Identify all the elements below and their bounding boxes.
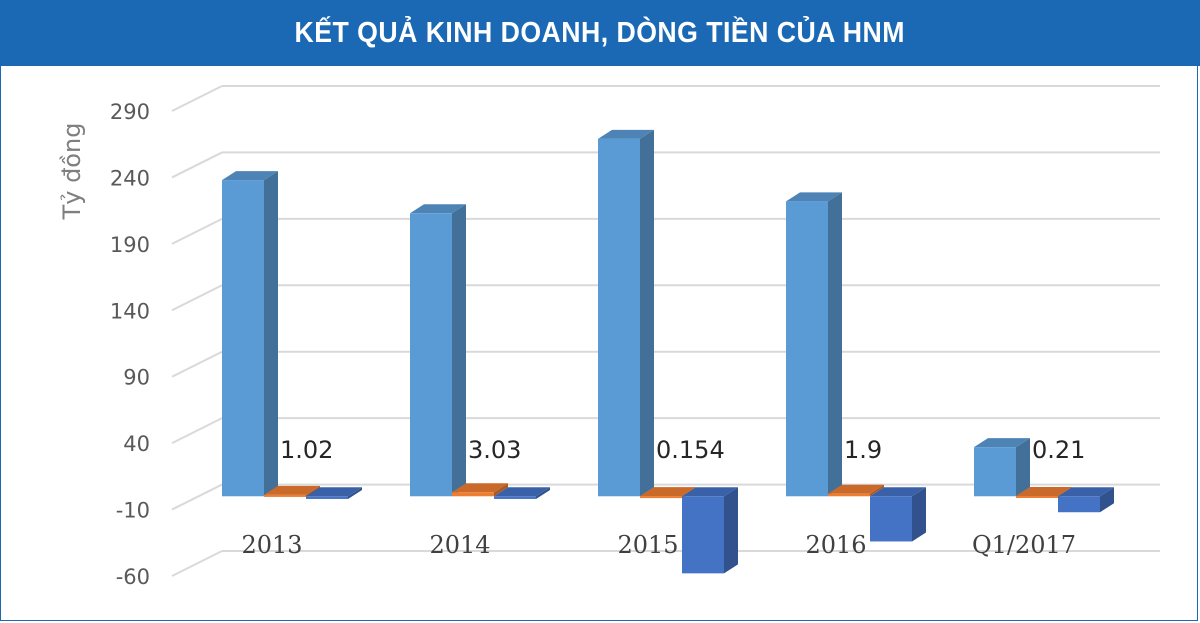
bar-side	[724, 487, 738, 574]
y-tick-label: -10	[116, 499, 150, 523]
bar-side	[494, 483, 508, 497]
bar-top	[222, 171, 278, 181]
bar-2015-series-3	[682, 487, 738, 574]
bar-top	[1016, 487, 1072, 497]
bar-front	[828, 493, 870, 497]
bar-front	[306, 496, 348, 499]
title-banner: KẾT QUẢ KINH DOANH, DÒNG TIỀN CỦA HNM	[0, 0, 1200, 66]
bar-2015-series-1	[598, 129, 654, 497]
bar-front	[222, 180, 264, 497]
bar-front	[1016, 496, 1058, 499]
bar-2014-series-3	[494, 487, 550, 499]
bar-top	[640, 487, 696, 497]
gridline-depth	[171, 350, 223, 378]
data-labels: 1.02 3.03 0.154 1.9 0.21	[280, 436, 1085, 464]
bar-side	[1016, 438, 1030, 497]
bar-2013-series-1	[222, 171, 278, 497]
gridline-depth	[171, 284, 223, 312]
bar-top	[264, 485, 320, 495]
bar-side	[640, 129, 654, 497]
gridline-depth	[171, 85, 223, 112]
bar-front	[786, 201, 828, 497]
bar-front	[452, 492, 494, 497]
x-tick-label: 2016	[805, 531, 866, 559]
bar-top	[410, 204, 466, 214]
x-tick-label: 2013	[241, 531, 302, 559]
bar-Q1/2017-series-1	[974, 438, 1030, 497]
y-axis-ticks: 290 240 190 140 90 40 -10 -60	[110, 100, 150, 589]
data-label: 1.02	[280, 436, 333, 464]
chart-title: KẾT QUẢ KINH DOANH, DÒNG TIỀN CỦA HNM	[294, 16, 906, 49]
bar-top	[786, 192, 842, 202]
x-tick-label: 2015	[617, 531, 678, 559]
bar-front	[494, 496, 536, 499]
bar-2016-series-3	[870, 487, 926, 542]
x-axis-categories: 2013 2014 2015 2016 Q1/2017	[241, 531, 1076, 559]
data-label: 3.03	[468, 436, 521, 464]
data-label: 0.21	[1032, 436, 1085, 464]
x-tick-label: 2014	[429, 531, 490, 559]
bar-top	[452, 483, 508, 493]
bar-front	[264, 494, 306, 497]
bar-2014-series-2	[452, 483, 508, 497]
x-tick-label: Q1/2017	[972, 531, 1076, 559]
bar-front	[410, 213, 452, 497]
gridlines	[171, 85, 1160, 577]
bar-Q1/2017-series-3	[1058, 487, 1114, 513]
bar-front	[682, 496, 724, 574]
bar-top	[306, 487, 362, 497]
bar-2016-series-1	[786, 192, 842, 497]
gridline-depth	[171, 151, 223, 179]
data-label: 0.154	[656, 436, 725, 464]
gridline-depth	[171, 483, 223, 511]
bar-side	[1100, 487, 1114, 513]
gridline-depth	[171, 550, 223, 577]
y-tick-label: 240	[110, 166, 150, 190]
data-label: 1.9	[844, 436, 882, 464]
bar-side	[912, 487, 926, 542]
bar-2013-series-3	[306, 487, 362, 499]
bar-front	[640, 496, 682, 499]
y-axis-label: Tỷ đồng	[58, 123, 86, 221]
bar-side	[348, 487, 362, 499]
y-tick-label: 190	[110, 233, 150, 257]
bar-top	[598, 129, 654, 139]
y-tick-label: 40	[123, 432, 150, 456]
bar-2014-series-1	[410, 204, 466, 497]
bar-top	[828, 484, 884, 494]
bar-2016-series-2	[828, 484, 884, 497]
bar-front	[870, 496, 912, 542]
y-tick-label: 290	[110, 100, 150, 124]
bar-side	[828, 192, 842, 497]
bar-top	[1058, 487, 1114, 497]
bar-top	[494, 487, 550, 497]
bar-front	[974, 447, 1016, 497]
y-tick-label: -60	[116, 565, 150, 589]
bar-top	[682, 487, 738, 497]
bars	[222, 129, 1114, 574]
bar-side	[452, 204, 466, 497]
bar-top	[974, 438, 1030, 448]
y-tick-label: 140	[110, 299, 150, 323]
y-tick-label: 90	[123, 366, 150, 390]
gridline-depth	[171, 217, 223, 245]
bar-top	[870, 487, 926, 497]
bar-front	[1058, 496, 1100, 513]
bar-front	[598, 138, 640, 497]
bar-side	[536, 487, 550, 499]
bar-side	[870, 484, 884, 497]
gridline-depth	[171, 417, 223, 445]
bar-side	[264, 171, 278, 497]
